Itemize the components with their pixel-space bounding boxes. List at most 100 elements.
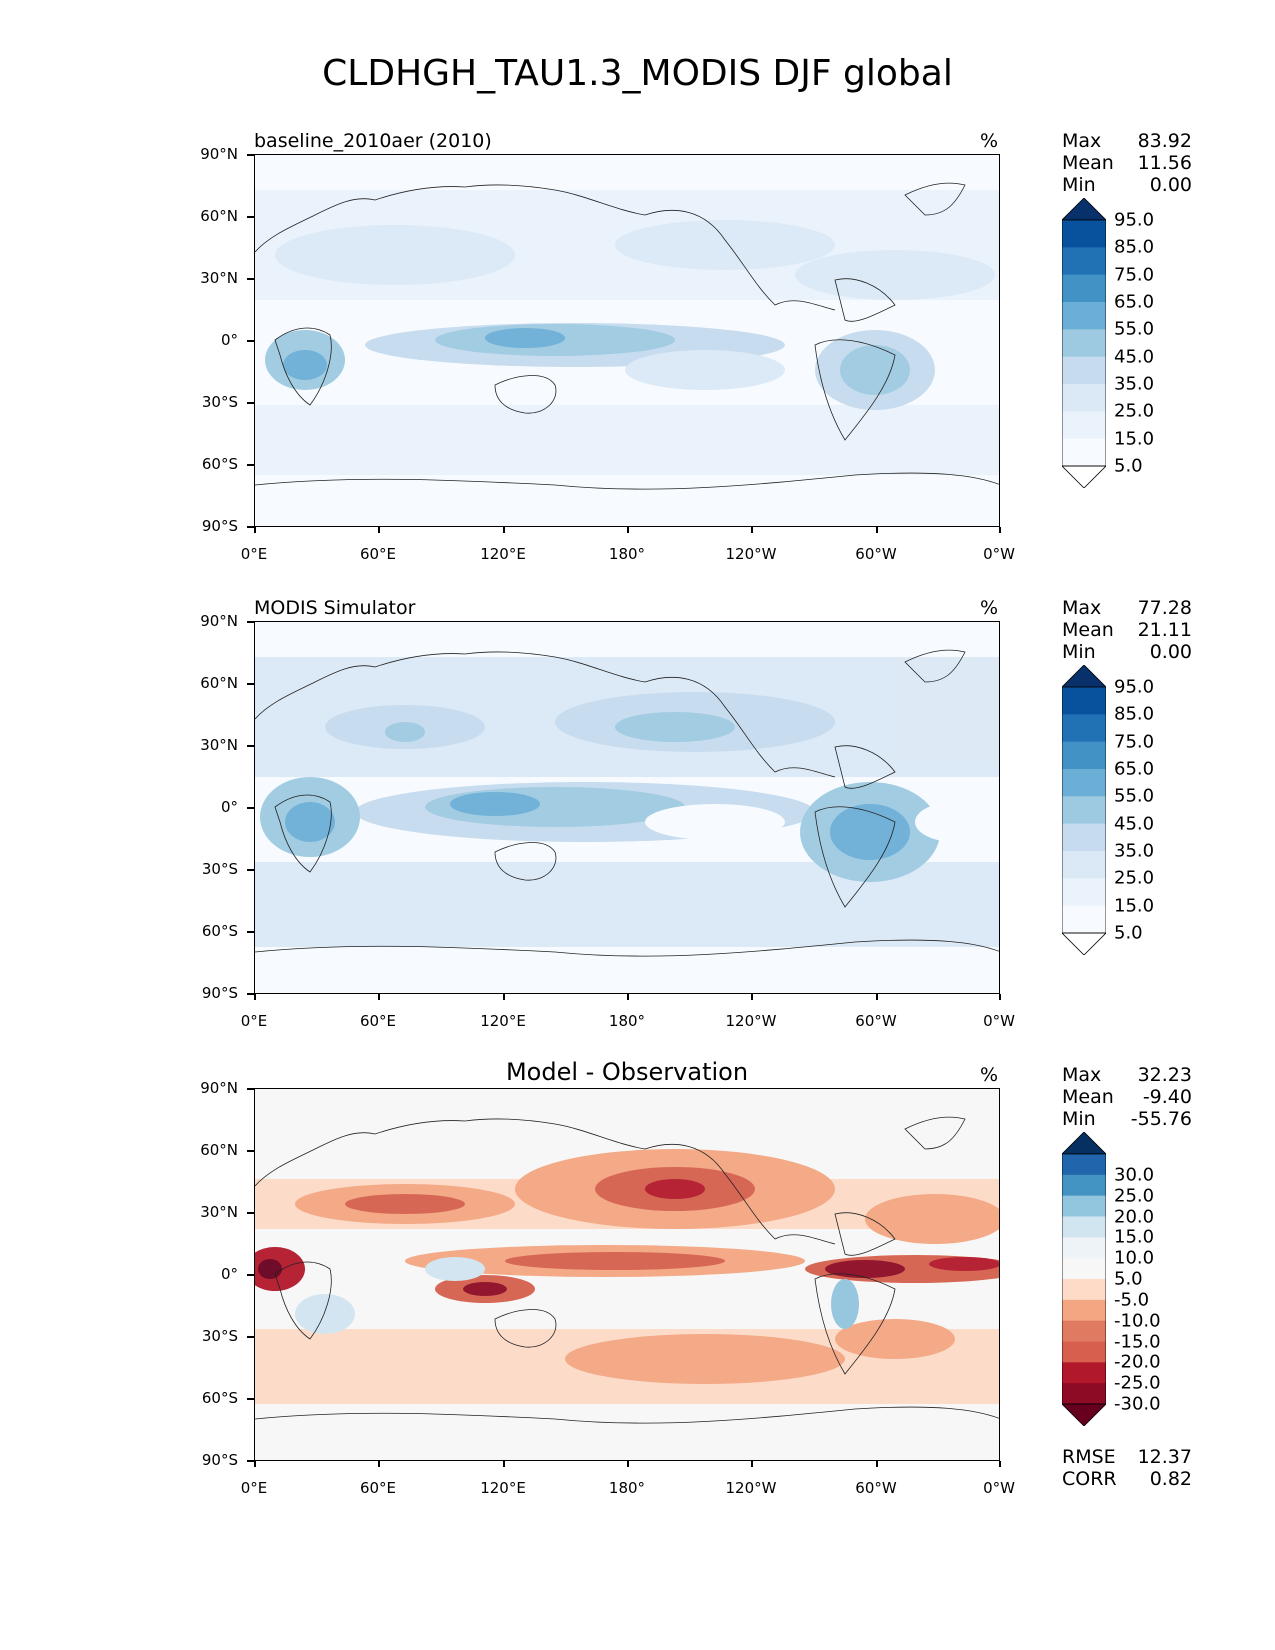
- x-tick: [627, 1461, 629, 1467]
- stat-row: Max 32.23: [1062, 1064, 1192, 1086]
- colorbar-segment: [1062, 769, 1106, 797]
- colorbar-tick-label: 15.0: [1114, 895, 1155, 917]
- x-tick: [627, 527, 629, 533]
- colorbar-graphic: [1061, 197, 1107, 489]
- y-tick: [247, 340, 254, 342]
- colorbar-tick-label: 85.0: [1114, 703, 1155, 725]
- colorbar-tick-label: 65.0: [1114, 758, 1155, 780]
- y-tick: [247, 1088, 254, 1090]
- metric-row: CORR 0.82: [1062, 1468, 1192, 1490]
- x-tick-label: 0°W: [983, 545, 1015, 563]
- units-label: %: [980, 597, 999, 619]
- y-tick: [247, 1212, 254, 1214]
- x-tick-label: 60°E: [359, 1479, 397, 1497]
- y-tick-label: 30°N: [200, 269, 238, 287]
- colorbar-segment: [1062, 1154, 1106, 1176]
- colorbar-tick-label: 75.0: [1114, 264, 1155, 286]
- colorbar-tick-label: 55.0: [1114, 318, 1155, 340]
- map-plot: [254, 154, 1000, 527]
- y-tick-label: 30°N: [200, 1203, 238, 1221]
- colorbar-segment: [1062, 1237, 1106, 1259]
- coastlines: [255, 182, 999, 490]
- colorbar-tick-label: 35.0: [1114, 840, 1155, 862]
- colorbar-segment: [1062, 823, 1106, 852]
- stat-label: Min: [1062, 1108, 1096, 1130]
- x-tick: [751, 1461, 753, 1467]
- y-tick-label: 90°N: [200, 612, 238, 630]
- colorbar-tick-label: 75.0: [1114, 731, 1155, 753]
- colorbar-segment: [1062, 851, 1106, 879]
- colorbar-segment: [1062, 1258, 1106, 1280]
- y-tick: [247, 154, 254, 156]
- x-tick-label: 0°E: [240, 1479, 268, 1497]
- colorbar-segment: [1062, 1341, 1106, 1363]
- stat-value: -55.76: [1130, 1108, 1192, 1130]
- x-tick: [378, 527, 380, 533]
- colorbar-segment: [1062, 1299, 1106, 1322]
- colorbar-extend-max: [1061, 1131, 1107, 1155]
- x-tick: [751, 994, 753, 1000]
- y-tick-label: 30°N: [200, 736, 238, 754]
- colorbar-tick-label: 55.0: [1114, 785, 1155, 807]
- x-tick-label: 180°: [608, 545, 646, 563]
- stat-value: 77.28: [1137, 597, 1192, 619]
- y-tick-label: 30°S: [201, 393, 238, 411]
- x-tick-label: 120°E: [480, 545, 526, 563]
- panel-baseline: baseline_2010aer (2010) %: [0, 130, 1275, 600]
- colorbar-graphic: [1061, 1131, 1107, 1427]
- x-tick: [254, 994, 256, 1000]
- units-label: %: [980, 130, 999, 152]
- x-tick: [999, 1461, 1001, 1467]
- y-tick: [247, 278, 254, 280]
- colorbar-segment: [1062, 1383, 1106, 1405]
- colorbar-segment: [1062, 1320, 1106, 1342]
- metric-value: 0.82: [1149, 1468, 1192, 1490]
- colorbar-tick-label: 25.0: [1114, 867, 1155, 889]
- x-tick-label: 120°E: [480, 1012, 526, 1030]
- x-tick: [999, 994, 1001, 1000]
- x-tick: [378, 1461, 380, 1467]
- y-tick-label: 0°: [220, 1265, 238, 1283]
- colorbar-tick-label: -10.0: [1114, 1310, 1161, 1332]
- colorbar-extend-max: [1061, 197, 1107, 221]
- stat-label: Min: [1062, 174, 1096, 196]
- stat-row: Min 0.00: [1062, 641, 1192, 663]
- stat-row: Min -55.76: [1062, 1108, 1192, 1130]
- y-tick-label: 60°S: [201, 1389, 238, 1407]
- y-tick-label: 30°S: [201, 1327, 238, 1345]
- colorbar: 30.0 25.0 20.0 15.0 10.0 5.0 -5.0 -10.0 -15.0 -20…: [1061, 1131, 1161, 1427]
- colorbar-tick-label: 15.0: [1114, 1226, 1155, 1248]
- metrics-box: RMSE 12.37 CORR 0.82: [1062, 1446, 1192, 1490]
- panel-difference: Model - Observation %: [0, 1058, 1275, 1534]
- y-tick-label: 0°: [220, 331, 238, 349]
- x-tick: [503, 994, 505, 1000]
- x-tick-label: 120°W: [725, 545, 777, 563]
- y-tick: [247, 464, 254, 466]
- x-tick-label: 60°W: [855, 1479, 897, 1497]
- y-tick: [247, 1274, 254, 1276]
- stat-label: Min: [1062, 641, 1096, 663]
- x-tick-label: 120°W: [725, 1012, 777, 1030]
- stats-box: Max 83.92 Mean 11.56 Min 0.00: [1062, 130, 1192, 196]
- metric-value: 12.37: [1137, 1446, 1192, 1468]
- colorbar-tick-label: 25.0: [1114, 400, 1155, 422]
- x-tick: [876, 1461, 878, 1467]
- metric-label: CORR: [1062, 1468, 1117, 1490]
- stat-row: Min 0.00: [1062, 174, 1192, 196]
- colorbar-segment: [1062, 687, 1106, 715]
- map-plot: [254, 621, 1000, 994]
- metric-label: RMSE: [1062, 1446, 1116, 1468]
- colorbar-segment: [1062, 302, 1106, 330]
- y-tick-label: 90°N: [200, 1079, 238, 1097]
- panel-modis-simulator: MODIS Simulator %: [0, 597, 1275, 1067]
- x-tick: [751, 527, 753, 533]
- colorbar-tick-label: -30.0: [1114, 1393, 1161, 1415]
- x-tick-label: 180°: [608, 1479, 646, 1497]
- x-tick: [627, 994, 629, 1000]
- stat-row: Mean -9.40: [1062, 1086, 1192, 1108]
- y-tick: [247, 745, 254, 747]
- x-tick: [999, 527, 1001, 533]
- y-tick-label: 60°S: [201, 455, 238, 473]
- colorbar-segment: [1062, 1279, 1106, 1301]
- stat-label: Max: [1062, 597, 1102, 619]
